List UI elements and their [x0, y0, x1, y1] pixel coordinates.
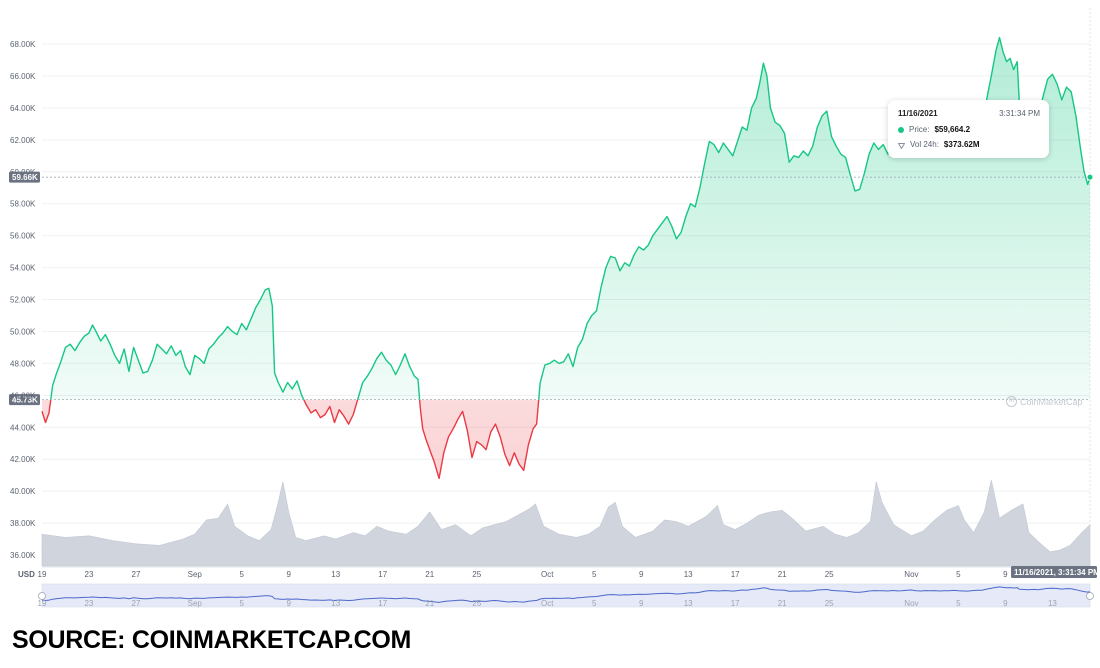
baseline-badge — [9, 394, 40, 406]
current-time-badge — [1011, 566, 1097, 578]
x-tick-label: 13 — [331, 570, 340, 579]
navigator-tick-label: 13 — [1048, 599, 1057, 608]
coinmarketcap-logo-icon: M — [1006, 396, 1017, 407]
navigator-tick-label: Oct — [541, 599, 554, 608]
x-tick-label: 23 — [85, 570, 94, 579]
navigator-tick-label: 21 — [778, 599, 787, 608]
y-tick-label: 56.00K — [10, 232, 36, 241]
x-tick-label: Sep — [188, 570, 203, 579]
y-tick-label: 48.00K — [10, 359, 36, 368]
x-tick-label: 21 — [425, 570, 434, 579]
tooltip-volume-row: Vol 24h: $373.62M — [897, 140, 980, 149]
tooltip-time: 3:31:34 PM — [999, 109, 1040, 118]
x-tick-label: 25 — [472, 570, 481, 579]
navigator-tick-label: 19 — [38, 599, 47, 608]
navigator-left-handle — [38, 592, 46, 600]
navigator-tick-label: 9 — [286, 599, 291, 608]
y-tick-label: 42.00K — [10, 455, 36, 464]
navigator-tick-label: 21 — [425, 599, 434, 608]
baseline-label: 45.73K — [12, 396, 38, 405]
hover-cursor: 59.66K — [9, 171, 1094, 183]
baseline-marker: 45.73K — [9, 394, 1090, 406]
x-tick-label: 25 — [825, 570, 834, 579]
navigator-tick-label: 25 — [825, 599, 834, 608]
watermark-text: CoinMarketCap — [1020, 396, 1083, 407]
x-tick-label: 21 — [778, 570, 787, 579]
price-fill — [42, 37, 1090, 479]
x-tick-label: 27 — [132, 570, 141, 579]
x-tick-label: 5 — [592, 570, 597, 579]
tooltip-date: 11/16/2021 — [898, 109, 938, 118]
y-tick-label: 68.00K — [10, 40, 36, 49]
navigator-tick-label: 13 — [331, 599, 340, 608]
price-fill-below — [42, 399, 539, 479]
range-navigator[interactable]: 19 23 27 Sep 5 9 13 17 21 25 Oct 5 9 13 17 21 25 Nov 5 9 13 — [38, 583, 1094, 608]
y-tick-label: 62.00K — [10, 136, 36, 145]
navigator-tick-label: 25 — [472, 599, 481, 608]
x-tick-label: Nov — [904, 570, 918, 579]
currency-label: USD — [18, 570, 35, 579]
price-fill-above — [42, 37, 1090, 400]
x-tick-label: 13 — [684, 570, 693, 579]
navigator-line — [41, 586, 1091, 603]
x-tick-label: 5 — [956, 570, 961, 579]
tooltip-price-value: $59,664.2 — [934, 125, 971, 134]
y-tick-label: 46.00K — [10, 391, 36, 400]
tooltip-price-label: Price: — [909, 125, 930, 134]
navigator-tick-label: 13 — [684, 599, 693, 608]
x-tick-label: 9 — [286, 570, 291, 579]
current-price-dot — [1086, 173, 1094, 181]
y-axis: 36.00K 38.00K 40.00K 42.00K 44.00K 46.00K 48.0… — [10, 40, 36, 560]
current-price-label: 59.66K — [12, 173, 38, 182]
y-tick-label: 36.00K — [10, 551, 36, 560]
navigator-tick-label: 17 — [731, 599, 740, 608]
current-price-badge — [9, 171, 40, 183]
current-time-label: 11/16/2021, 3:31:34 PM — [1014, 568, 1100, 577]
navigator-tick-label: 5 — [240, 599, 245, 608]
y-tick-label: 58.00K — [10, 200, 36, 209]
navigator-tick-label: 9 — [1003, 599, 1008, 608]
x-tick-label: 9 — [639, 570, 644, 579]
x-tick-label: 5 — [240, 570, 245, 579]
navigator-tick-label: Sep — [188, 599, 203, 608]
navigator-tick-label: Nov — [904, 599, 918, 608]
source-caption: SOURCE: COINMARKETCAP.COM — [12, 626, 411, 654]
y-tick-label: 50.00K — [10, 327, 36, 336]
y-tick-label: 38.00K — [10, 519, 36, 528]
x-tick-label: 19 — [38, 570, 47, 579]
price-chart: 45.73K 36.00K 38.00K 40.00K 42.00K 44.00K 46.… — [9, 8, 1100, 608]
x-tick-label: 17 — [378, 570, 387, 579]
y-tick-label: 44.00K — [10, 423, 36, 432]
tooltip-volume-value: $373.62M — [943, 140, 980, 149]
volume-icon — [897, 142, 906, 149]
price-tooltip: 11/16/2021 3:31:34 PM Price: $59,664.2 V… — [888, 100, 1049, 158]
y-tick-label: 64.00K — [10, 104, 36, 113]
tooltip-volume-label: Vol 24h: — [910, 140, 939, 149]
y-tick-label: 40.00K — [10, 487, 36, 496]
coinmarketcap-watermark: M CoinMarketCap — [1006, 396, 1083, 407]
y-tick-label: 66.00K — [10, 72, 36, 81]
x-axis: USD 19 23 27 Sep 5 9 13 17 21 25 Oct 5 9 13 17 21 25 Nov 5 9… — [18, 566, 1100, 579]
navigator-tick-label: 5 — [956, 599, 961, 608]
tooltip-price-row: Price: $59,664.2 — [898, 125, 970, 134]
x-tick-label: 9 — [1003, 570, 1008, 579]
x-tick-label: 17 — [731, 570, 740, 579]
y-tick-label: 52.00K — [10, 296, 36, 305]
navigator-tick-label: 5 — [592, 599, 597, 608]
x-tick-label: Oct — [541, 570, 554, 579]
volume-area — [41, 479, 1091, 567]
navigator-tick-label: 9 — [639, 599, 644, 608]
y-tick-label: 54.00K — [10, 264, 36, 273]
volume-area-path — [41, 479, 1091, 567]
price-dot-icon — [898, 126, 904, 133]
navigator-tick-label: 23 — [85, 599, 94, 608]
navigator-tick-label: 17 — [378, 599, 387, 608]
navigator-tick-label: 27 — [132, 599, 141, 608]
navigator-right-handle — [1086, 592, 1094, 600]
